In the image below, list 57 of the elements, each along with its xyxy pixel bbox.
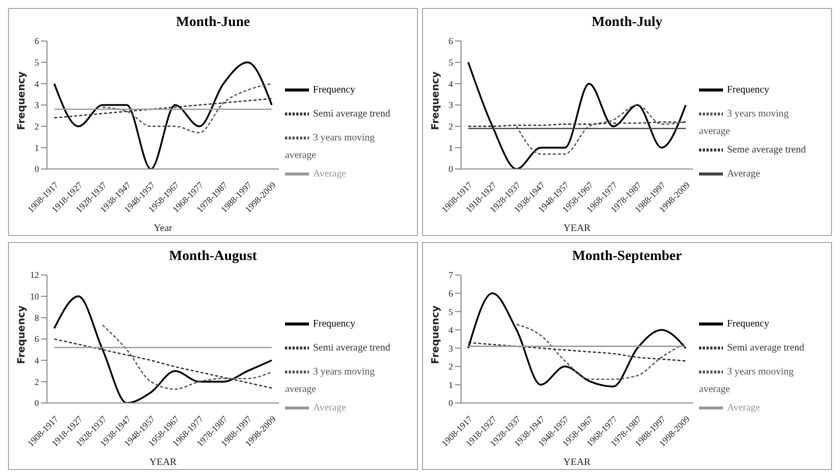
y-tick-label: 6 [448, 36, 454, 46]
y-tick-label: 3 [448, 343, 454, 354]
legend-label: Semi average trend [313, 108, 390, 120]
chart-title: Month-September [571, 249, 683, 266]
y-tick-label: 4 [448, 325, 454, 336]
chart-title: Month-July [590, 15, 664, 32]
legend-label: Average [313, 168, 346, 180]
y-tick-label: 0 [34, 398, 40, 408]
legend-label: Average [727, 402, 760, 414]
x-axis-title: YEAR [563, 223, 591, 234]
x-axis-title: Year [154, 223, 173, 234]
y-tick-label: 10 [30, 292, 40, 302]
y-axis-title: Frequency [430, 70, 442, 130]
y-tick-label: 5 [34, 58, 40, 68]
y-tick-label: 6 [448, 288, 454, 298]
legend-label: Semi average trend [727, 342, 804, 354]
y-tick-label: 12 [30, 270, 39, 280]
y-tick-label: 2 [448, 122, 453, 132]
y-tick-label: 2 [34, 122, 39, 132]
x-axis-title: YEAR [149, 457, 177, 468]
legend-label: Average [727, 168, 760, 180]
legend-label: 3 years moving average [285, 366, 375, 395]
y-tick-label: 6 [34, 36, 40, 46]
chart-title: Month-August [168, 249, 258, 266]
legend-label: Frequency [313, 84, 356, 96]
y-axis-title: Frequency [16, 70, 28, 130]
y-tick-label: 0 [448, 164, 454, 174]
y-tick-label: 2 [448, 362, 453, 372]
legend-label: 3 years moving average [285, 132, 375, 161]
chart-title: Month-June [175, 15, 251, 32]
y-tick-label: 5 [448, 58, 454, 68]
y-axis-title: Frequency [16, 304, 28, 364]
y-tick-label: 1 [448, 380, 453, 390]
legend-label: Frequency [727, 318, 770, 330]
y-tick-label: 6 [34, 334, 40, 344]
y-tick-label: 5 [448, 306, 454, 317]
y-tick-label: 0 [448, 398, 454, 408]
y-tick-label: 4 [448, 78, 454, 89]
y-tick-label: 2 [34, 376, 39, 387]
legend-label: 3 years mooving average [699, 366, 794, 395]
legend-label: Frequency [313, 318, 356, 330]
y-tick-label: 4 [34, 78, 40, 89]
legend-label: Semi average trend [313, 342, 390, 354]
y-tick-label: 0 [34, 164, 40, 174]
legend-label: Seme average trend [727, 144, 806, 156]
legend-label: Frequency [727, 84, 770, 96]
y-tick-label: 7 [448, 270, 454, 280]
y-tick-label: 3 [448, 100, 454, 110]
y-tick-label: 3 [34, 100, 40, 110]
legend-label: Average [313, 402, 346, 414]
y-tick-label: 1 [448, 142, 453, 153]
y-tick-label: 4 [34, 356, 40, 366]
x-axis-title: YEAR [563, 457, 591, 468]
legend-label: 3 years moving average [699, 108, 789, 137]
y-tick-label: 8 [34, 312, 40, 323]
y-tick-label: 1 [34, 142, 39, 153]
y-axis-title: Frequency [430, 304, 442, 364]
